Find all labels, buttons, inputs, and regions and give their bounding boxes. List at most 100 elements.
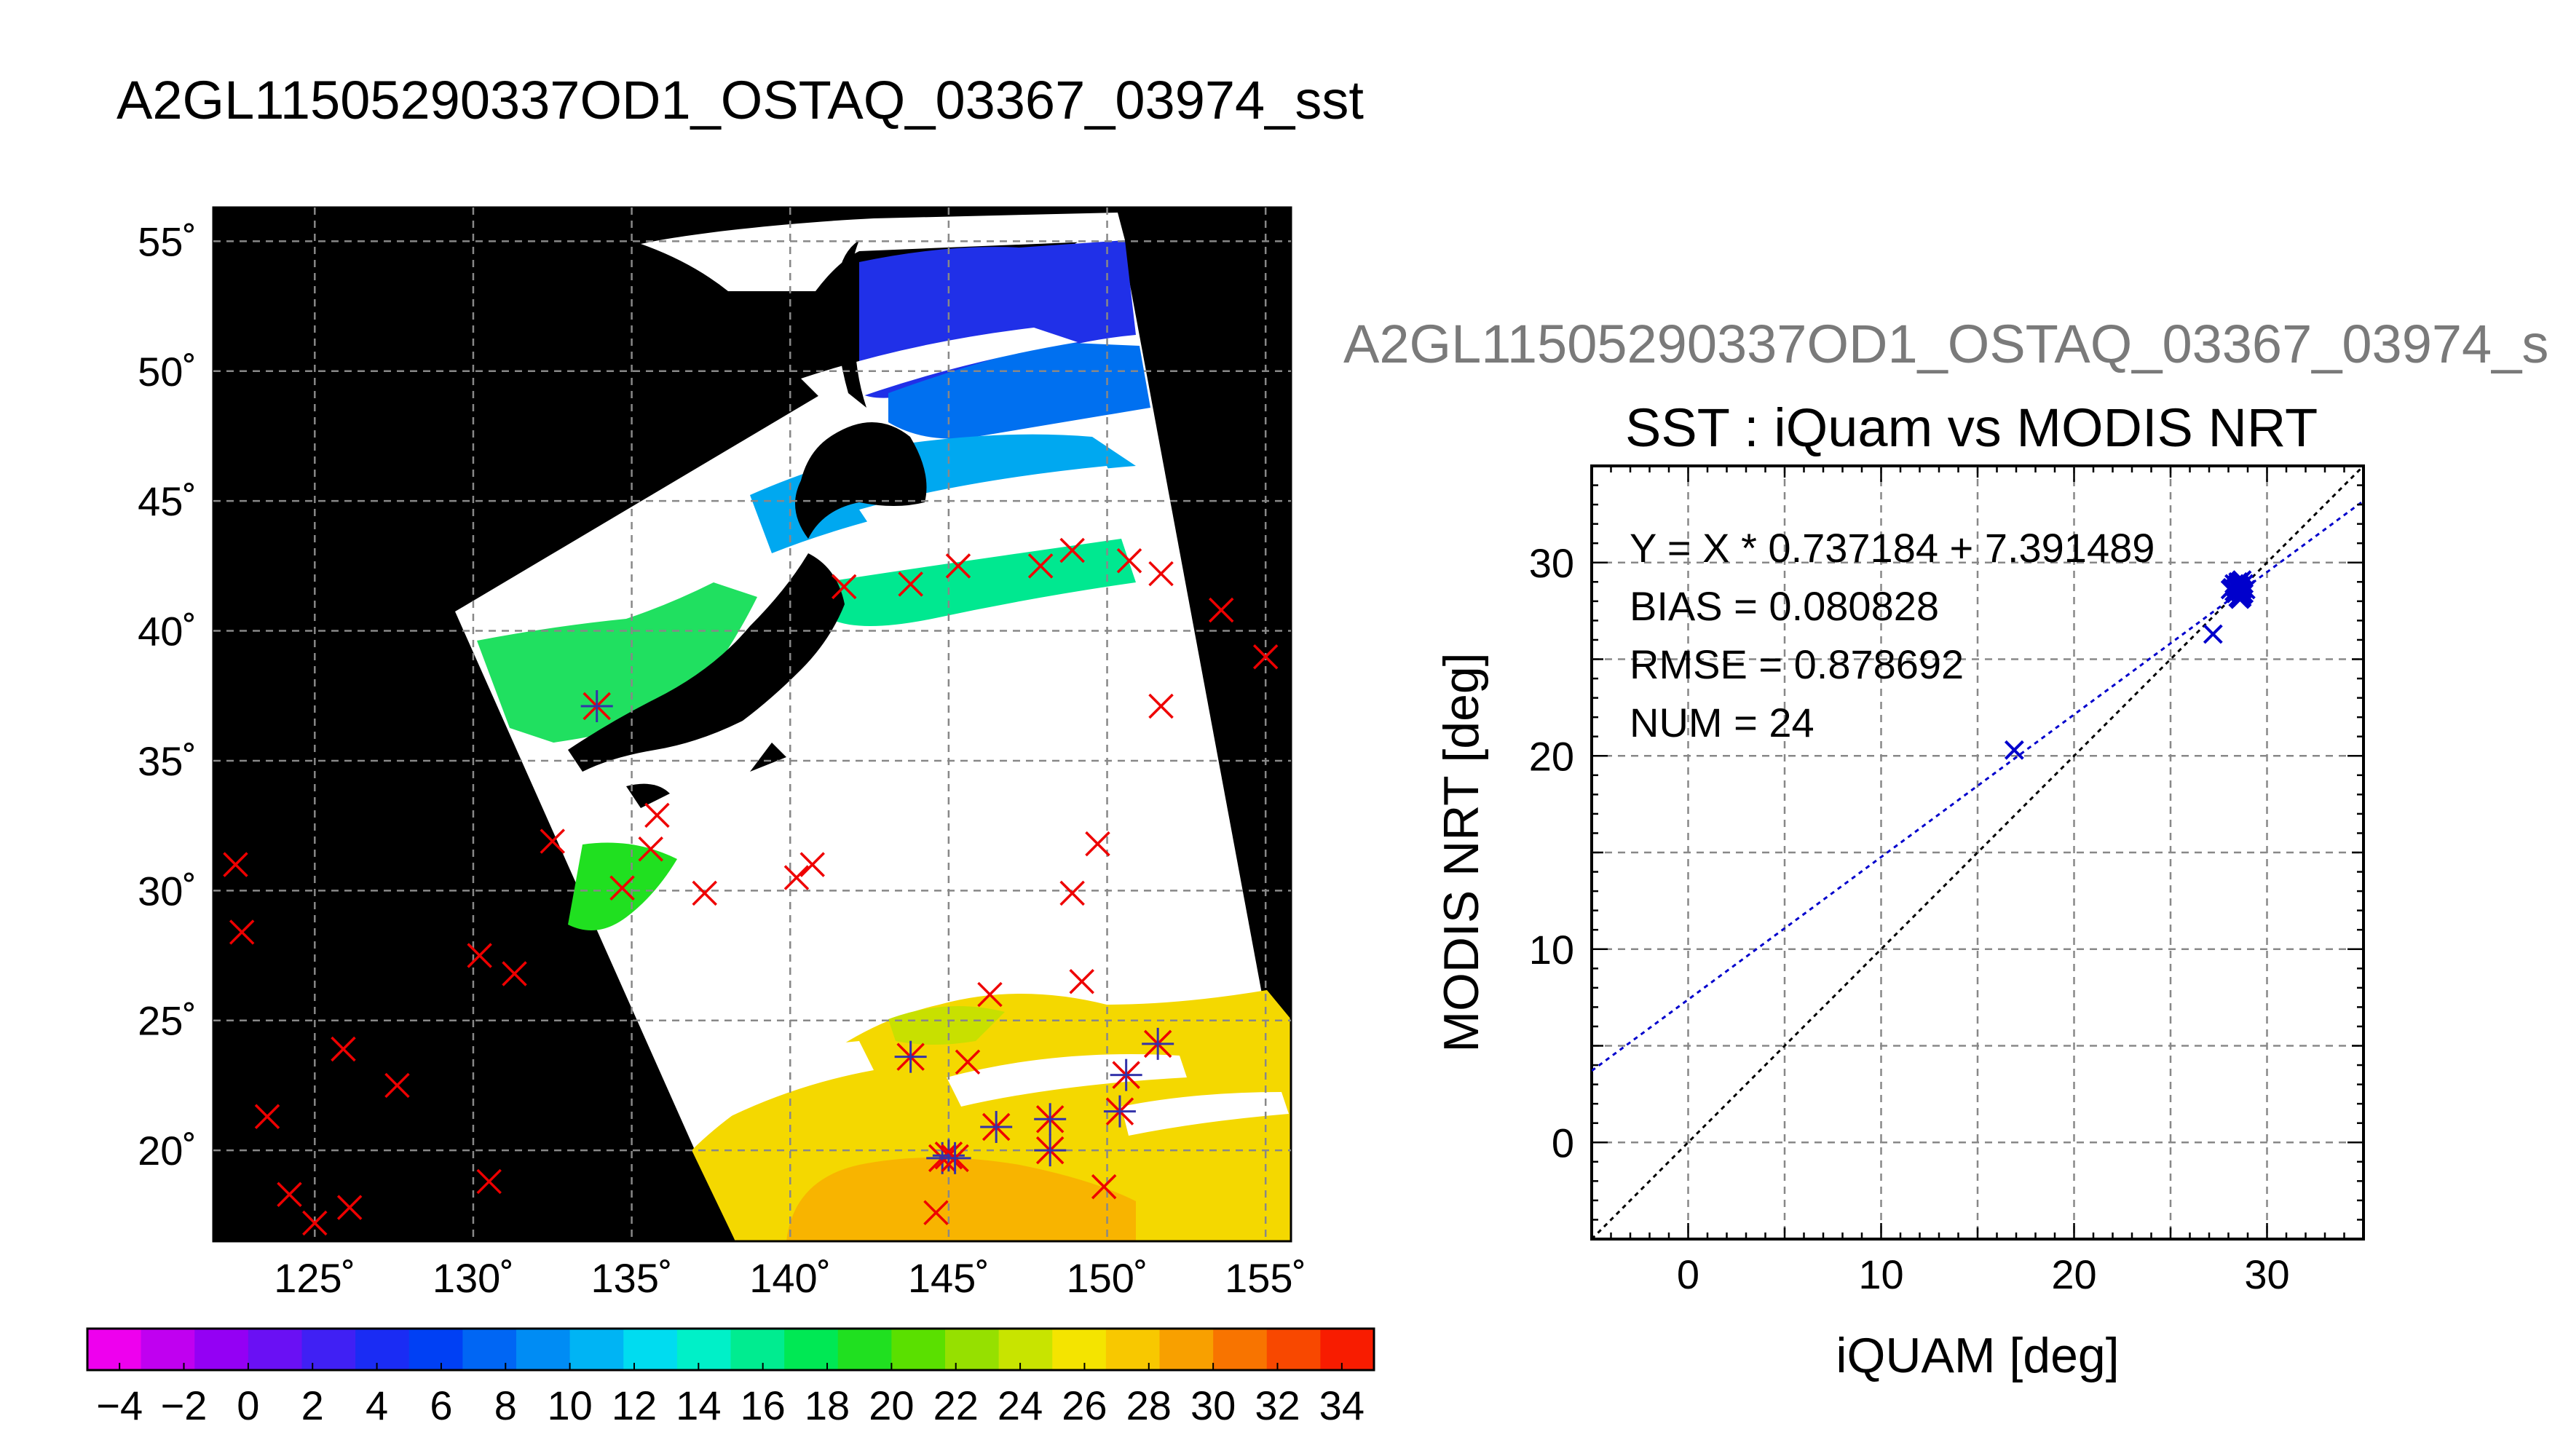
observation-marker bbox=[1059, 537, 1085, 563]
colorbar-segment bbox=[1213, 1329, 1268, 1370]
colorbar-segment bbox=[87, 1329, 142, 1370]
colorbar-tick-label: −2 bbox=[161, 1382, 208, 1428]
y-tick-label: 30 bbox=[1529, 540, 1574, 586]
colorbar-tick-label: 6 bbox=[430, 1382, 452, 1428]
observation-marker bbox=[1208, 597, 1234, 623]
observation-marker bbox=[977, 981, 1003, 1008]
observation-marker bbox=[540, 828, 566, 854]
main-title: A2GL11505290337OD1_OSTAQ_03367_03974_sst bbox=[117, 70, 1364, 130]
scatter-title: SST : iQuam vs MODIS NRT bbox=[1625, 397, 2318, 458]
colorbar-tick-label: 18 bbox=[805, 1382, 850, 1428]
colorbar-frame bbox=[86, 1327, 1375, 1372]
matched-observation-marker bbox=[1103, 1095, 1136, 1128]
lat-tick-label: 45˚ bbox=[138, 478, 197, 524]
y-tick-label: 10 bbox=[1529, 927, 1574, 973]
colorbar-segment bbox=[141, 1329, 195, 1370]
lat-tick-label: 30˚ bbox=[138, 868, 197, 914]
colorbar-segment bbox=[1105, 1329, 1161, 1370]
y-tick-label: 20 bbox=[1529, 733, 1574, 779]
cloud-streaks bbox=[699, 328, 1289, 1136]
map-lon-labels: 125˚ 130˚ 135˚ 140˚ 145˚ 150˚ 155˚ bbox=[274, 1255, 1306, 1301]
observation-marker bbox=[692, 880, 717, 906]
observation-marker bbox=[302, 1210, 328, 1236]
observation-marker bbox=[898, 571, 923, 597]
observation-marker bbox=[783, 865, 810, 890]
observation-marker bbox=[1069, 968, 1094, 994]
matched-observation-marker bbox=[980, 1111, 1013, 1144]
observation-marker bbox=[223, 852, 248, 877]
colorbar-segment bbox=[998, 1329, 1053, 1370]
colorbar-segment bbox=[194, 1329, 249, 1370]
colorbar-tick-label: 16 bbox=[741, 1382, 786, 1428]
colorbar-segment bbox=[623, 1329, 678, 1370]
observation-marker bbox=[1085, 831, 1110, 857]
colorbar-tick-label: 4 bbox=[366, 1382, 388, 1428]
lon-tick-label: 135˚ bbox=[591, 1255, 673, 1301]
colorbar-segment bbox=[1052, 1329, 1107, 1370]
observation-marker bbox=[502, 961, 527, 986]
lon-tick-label: 130˚ bbox=[433, 1255, 514, 1301]
observation-marker bbox=[609, 875, 635, 901]
colorbar-segment bbox=[569, 1329, 624, 1370]
observation-marker bbox=[945, 553, 971, 579]
colorbar-tick-label: 10 bbox=[547, 1382, 592, 1428]
lat-tick-label: 25˚ bbox=[138, 998, 197, 1044]
lat-tick-label: 50˚ bbox=[138, 349, 197, 395]
japan-landmass bbox=[568, 240, 927, 808]
colorbar-segment bbox=[1320, 1329, 1375, 1370]
matched-observation-marker bbox=[1142, 1027, 1174, 1060]
colorbar-segment bbox=[248, 1329, 303, 1370]
colorbar-segment bbox=[408, 1329, 463, 1370]
colorbar-tick-label: 20 bbox=[869, 1382, 914, 1428]
colorbar-segment bbox=[462, 1329, 517, 1370]
lon-tick-label: 125˚ bbox=[274, 1255, 355, 1301]
observation-marker bbox=[831, 574, 857, 600]
observation-marker bbox=[336, 1195, 363, 1220]
observation-marker bbox=[799, 852, 825, 877]
colorbar-segment bbox=[1266, 1329, 1321, 1370]
map-observation-markers bbox=[223, 537, 1279, 1236]
colorbar-segment bbox=[730, 1329, 785, 1370]
regression-line bbox=[1592, 499, 2364, 1072]
stats-bias: BIAS = 0.080828 bbox=[1630, 583, 1939, 629]
scatter-points bbox=[2004, 570, 2256, 760]
colorbar-tick-label: 24 bbox=[998, 1382, 1043, 1428]
y-tick-label: 0 bbox=[1552, 1120, 1574, 1166]
swath-top-cloud bbox=[641, 213, 1125, 291]
colorbar-segment bbox=[784, 1329, 839, 1370]
lat-tick-label: 40˚ bbox=[138, 609, 197, 654]
colorbar-tick-label: 26 bbox=[1062, 1382, 1107, 1428]
observation-marker bbox=[277, 1182, 302, 1208]
observation-marker bbox=[644, 802, 670, 828]
observation-marker bbox=[229, 919, 255, 945]
colorbar-segment bbox=[676, 1329, 732, 1370]
matched-observation-marker bbox=[580, 690, 613, 723]
colorbar: −4 −2 0 2 4 6 8 10 12 14 16 18 20 22 24 26 28 30 32 34 bbox=[86, 1327, 1375, 1428]
lat-tick-label: 55˚ bbox=[138, 218, 197, 264]
scatter-gridlines bbox=[1592, 466, 2364, 1239]
colorbar-tick-label: 8 bbox=[494, 1382, 517, 1428]
colorbar-tick-label: 28 bbox=[1126, 1382, 1172, 1428]
observation-marker bbox=[1027, 553, 1054, 579]
scatter-ticks: 0 10 20 30 0 10 20 30 bbox=[1529, 464, 2365, 1297]
scatter-point bbox=[2004, 740, 2024, 760]
stats-equation: Y = X * 0.737184 + 7.391489 bbox=[1630, 525, 2155, 571]
matched-observation-marker bbox=[1110, 1059, 1142, 1091]
matched-observation-marker bbox=[939, 1142, 971, 1174]
colorbar-segment bbox=[891, 1329, 946, 1370]
x-tick-label: 0 bbox=[1677, 1251, 1699, 1297]
colorbar-tick-label: 34 bbox=[1319, 1382, 1365, 1428]
colorbar-tick-label: 22 bbox=[933, 1382, 979, 1428]
map-frame bbox=[212, 206, 1292, 1243]
y-axis-title: MODIS NRT [deg] bbox=[1434, 652, 1489, 1052]
observation-marker bbox=[1091, 1174, 1117, 1200]
lon-tick-label: 140˚ bbox=[749, 1255, 831, 1301]
colorbar-tick-label: 0 bbox=[237, 1382, 259, 1428]
matched-observation-marker bbox=[1034, 1103, 1067, 1136]
observation-marker bbox=[476, 1168, 502, 1195]
colorbar-tick-label: −4 bbox=[96, 1382, 143, 1428]
x-axis-title: iQUAM [deg] bbox=[1836, 1328, 2119, 1383]
x-tick-label: 30 bbox=[2244, 1251, 2289, 1297]
